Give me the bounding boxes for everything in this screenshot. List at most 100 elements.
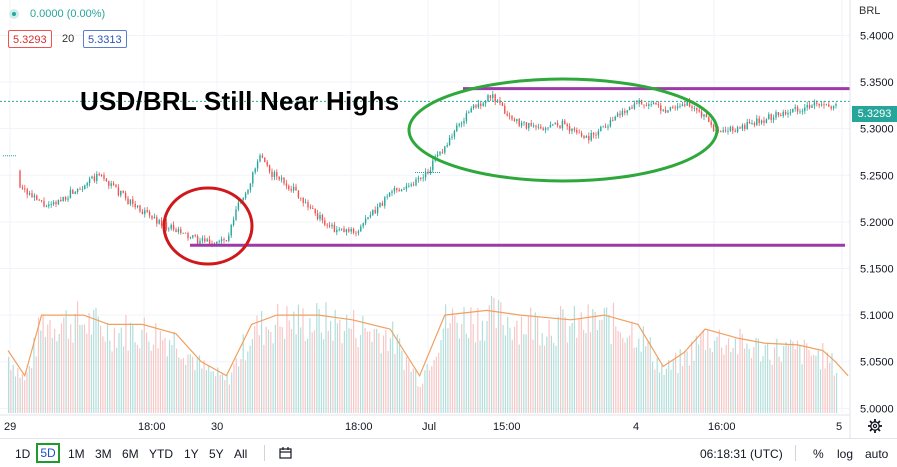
candle-body: [547, 127, 549, 129]
volume-bar: [10, 370, 12, 413]
candle-body: [794, 107, 796, 109]
candle-body: [48, 204, 50, 207]
volume-bar: [67, 338, 69, 413]
volume-bar: [113, 327, 115, 413]
timeframe-6m[interactable]: 6M: [122, 447, 139, 461]
candle-body: [544, 128, 547, 130]
candle-body: [830, 106, 832, 109]
candle-body: [21, 187, 24, 189]
volume-bar: [725, 344, 727, 413]
timeframe-1m[interactable]: 1M: [68, 447, 85, 461]
volume-bar: [573, 305, 575, 413]
candle-body: [156, 217, 158, 224]
volume-bar: [679, 349, 681, 413]
volume-bar: [346, 314, 348, 413]
bid-price-box[interactable]: 5.3293: [8, 30, 52, 48]
candle-body: [112, 183, 115, 185]
timeframe-3m[interactable]: 3M: [95, 447, 112, 461]
volume-bar: [235, 358, 237, 413]
candle-body: [799, 111, 801, 113]
timeframe-ytd[interactable]: YTD: [149, 447, 173, 461]
candle-body: [484, 100, 487, 104]
candle-body: [765, 119, 768, 123]
volume-bar: [507, 316, 509, 413]
volume-bar: [470, 307, 472, 413]
volume-bar: [169, 340, 171, 413]
candle-body: [165, 222, 168, 230]
volume-bar: [451, 308, 454, 413]
candle-body: [271, 171, 273, 177]
timeframe-1y[interactable]: 1Y: [184, 447, 199, 461]
clock-readout[interactable]: 06:18:31 (UTC): [700, 447, 783, 461]
volume-bar: [622, 337, 624, 413]
price-axis[interactable]: 5.4000 5.3500 5.3000 5.2500 5.2000 5.1500 5.10…: [849, 0, 894, 438]
volume-bar: [442, 328, 444, 413]
candle-body: [252, 172, 254, 184]
candle-body: [612, 119, 614, 121]
volume-bar: [431, 366, 433, 413]
candle-body: [146, 210, 148, 212]
volume-bar: [707, 329, 709, 413]
currency-label[interactable]: BRL: [859, 5, 881, 17]
volume-bar: [162, 340, 164, 413]
volume-bar: [385, 329, 387, 413]
log-toggle[interactable]: log: [837, 447, 854, 461]
y-tick-label: 5.3000: [860, 124, 894, 136]
candle-body: [669, 107, 672, 111]
volume-bar: [704, 350, 707, 413]
volume-bar: [677, 373, 679, 413]
volume-bar: [196, 358, 198, 413]
volume-bar: [378, 333, 380, 413]
candle-body: [223, 239, 225, 241]
reversal-circle: [162, 186, 254, 266]
timeframe-all[interactable]: All: [234, 447, 248, 461]
candle-body: [400, 189, 403, 192]
gear-icon[interactable]: [867, 418, 883, 434]
volume-bar: [28, 366, 30, 413]
auto-toggle[interactable]: auto: [865, 447, 889, 461]
candle-body: [244, 193, 247, 199]
x-tick-label: 30: [211, 421, 223, 433]
volume-bar: [806, 343, 808, 413]
candle-body: [302, 197, 304, 203]
volume-bar: [684, 350, 686, 413]
time-axis[interactable]: 29 18:00 30 18:00 Jul 15:00 4 16:00 5: [0, 414, 850, 433]
volume-bar: [658, 372, 661, 413]
timeframe-5d[interactable]: 5D: [36, 443, 60, 463]
volume-bar: [626, 337, 628, 413]
volume-bar: [709, 348, 711, 413]
candle-body: [360, 226, 362, 232]
candle-body: [492, 94, 494, 98]
candle-body: [506, 113, 508, 116]
x-tick-label: 4: [633, 421, 639, 433]
volume-bar: [741, 334, 743, 413]
candle-body: [516, 119, 518, 121]
timeframe-5y[interactable]: 5Y: [209, 447, 224, 461]
volume-bar: [739, 328, 741, 413]
volume-bar: [458, 338, 460, 413]
candle-body: [256, 161, 259, 169]
ask-price-box[interactable]: 5.3313: [83, 30, 127, 48]
candle-body: [727, 130, 729, 132]
candle-body: [391, 191, 393, 194]
candle-body: [736, 127, 739, 132]
candle-body: [609, 119, 612, 127]
volume-bar: [272, 343, 274, 413]
volume-bar: [47, 324, 49, 413]
volume-bar: [290, 329, 293, 413]
volume-bar: [472, 323, 474, 413]
timeframe-1d[interactable]: 1D: [15, 447, 31, 461]
volume-bar: [316, 302, 318, 413]
percent-toggle[interactable]: %: [813, 447, 824, 461]
volume-bar: [65, 310, 67, 413]
candle-body: [691, 106, 693, 109]
volume-bar: [371, 341, 373, 413]
date-range-icon[interactable]: [279, 447, 293, 460]
volume-bar: [449, 323, 451, 413]
volume-bar: [155, 323, 157, 413]
candle-body: [772, 117, 775, 120]
candle-body: [621, 110, 624, 116]
volume-bar: [189, 353, 191, 413]
candle-body: [218, 241, 220, 242]
